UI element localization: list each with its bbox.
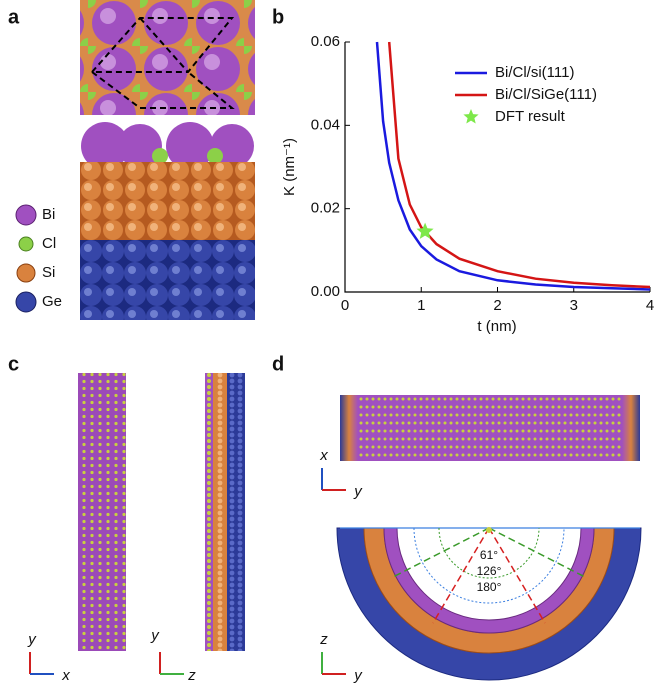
panel-label: d <box>272 353 284 375</box>
angle-label: 126° <box>477 564 502 578</box>
legend-label: Cl <box>42 235 56 252</box>
legend-label: DFT result <box>495 108 566 125</box>
x-tick-label: 1 <box>417 297 425 314</box>
legend-label: Bi/Cl/SiGe(111) <box>495 86 597 103</box>
element-legend <box>16 205 36 312</box>
y-axis-label: K (nm⁻¹) <box>281 138 298 196</box>
panel-label: c <box>8 353 19 375</box>
legend-label: Si <box>42 264 55 281</box>
panel-label: a <box>8 6 20 28</box>
x-tick-label: 0 <box>341 297 349 314</box>
axis-icon <box>30 652 184 674</box>
y-tick-label: 0.02 <box>311 200 340 217</box>
legend-label: Bi/Cl/si(111) <box>495 64 574 81</box>
legend-label: Bi <box>42 206 55 223</box>
axis-letter: y <box>353 667 363 684</box>
y-tick-label: 0.00 <box>311 283 340 300</box>
x-tick-label: 3 <box>570 297 578 314</box>
x-axis-label: t (nm) <box>477 318 516 335</box>
legend-label: Ge <box>42 293 62 310</box>
angle-label: 180° <box>477 580 502 594</box>
axis-letter: z <box>187 667 196 684</box>
x-tick-label: 2 <box>493 297 501 314</box>
panel-label: b <box>272 6 284 28</box>
axis-letter: y <box>150 627 160 644</box>
axis-letter: y <box>27 631 37 648</box>
axis-letter: x <box>319 447 328 464</box>
side-view <box>80 120 255 320</box>
x-tick-label: 4 <box>646 297 654 314</box>
angle-label: 61° <box>480 548 498 562</box>
legend-swatch <box>463 109 478 124</box>
axis-letter: y <box>353 483 363 500</box>
structure-front <box>78 373 126 651</box>
axis-letter: x <box>61 667 70 684</box>
structure-side <box>205 373 245 651</box>
figure: a Bi Cl Si Ge b t (nm) K (nm⁻¹) c y x y … <box>0 0 656 685</box>
flat-slab <box>340 395 640 461</box>
axis-letter: z <box>319 631 328 648</box>
y-tick-label: 0.04 <box>311 116 340 133</box>
y-tick-label: 0.06 <box>311 33 340 50</box>
